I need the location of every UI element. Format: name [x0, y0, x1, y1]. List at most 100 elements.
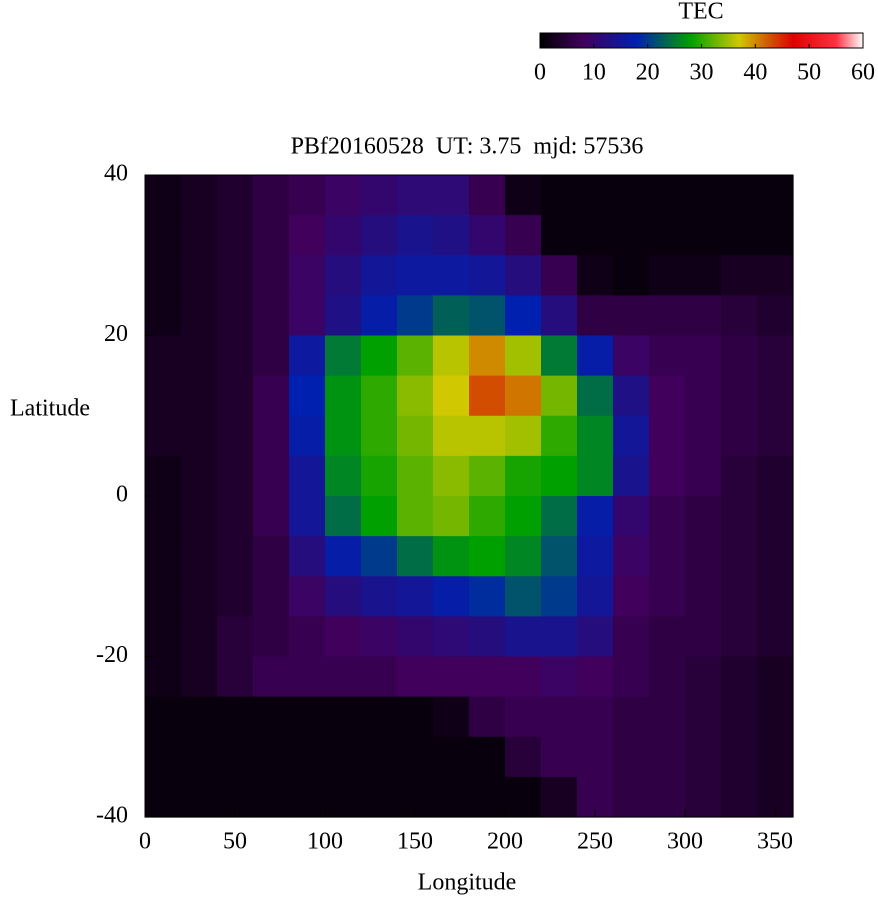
heat-cell — [685, 175, 722, 216]
heat-cell — [289, 656, 326, 698]
heat-cell — [397, 255, 434, 296]
heat-cell — [541, 295, 578, 337]
heat-cell — [397, 656, 434, 698]
heat-cell — [649, 295, 686, 337]
heat-cell — [433, 175, 470, 216]
y-axis-label: Latitude — [10, 396, 90, 422]
heat-cell — [289, 255, 326, 296]
heat-cell — [685, 696, 722, 738]
x-tick-label: 150 — [397, 829, 433, 855]
heat-cell — [217, 616, 254, 658]
heat-cell — [649, 616, 686, 658]
heat-cell — [217, 295, 254, 337]
heat-cell — [541, 696, 578, 738]
heat-cell — [469, 335, 506, 377]
heat-cell — [469, 576, 506, 617]
heat-cell — [721, 455, 758, 497]
heat-cell — [541, 496, 578, 537]
colorbar-tick-label: 0 — [534, 60, 546, 86]
heat-cell — [289, 455, 326, 497]
heat-cell — [253, 335, 290, 377]
heat-cell — [505, 415, 542, 457]
heat-cell — [397, 295, 434, 337]
colorbar-tick-label: 30 — [690, 60, 714, 86]
heat-cell — [433, 215, 470, 256]
heat-cell — [253, 496, 290, 537]
heat-cell — [505, 295, 542, 337]
heat-cell — [541, 656, 578, 698]
heat-cell — [757, 255, 794, 296]
x-axis-label: Longitude — [418, 870, 517, 896]
heat-cell — [685, 215, 722, 256]
heat-cell — [181, 375, 218, 417]
heat-cell — [145, 496, 182, 537]
heat-cell — [253, 576, 290, 617]
heat-cell — [289, 536, 326, 577]
heat-cell — [289, 696, 326, 738]
heat-cell — [685, 536, 722, 577]
colorbar-label: TEC — [678, 0, 723, 25]
heat-cell — [649, 375, 686, 417]
heat-cell — [721, 776, 758, 818]
heat-cell — [217, 536, 254, 577]
heat-cell — [397, 696, 434, 738]
heat-cell — [613, 295, 650, 337]
heat-cell — [577, 536, 614, 577]
heat-cell — [181, 696, 218, 738]
heat-cell — [577, 656, 614, 698]
heat-cell — [649, 455, 686, 497]
y-tick-label: -40 — [96, 803, 128, 829]
heat-cell — [361, 175, 398, 216]
heat-cell — [397, 415, 434, 457]
heat-cell — [433, 776, 470, 818]
heat-cell — [757, 295, 794, 337]
heat-cell — [685, 415, 722, 457]
heat-cell — [541, 255, 578, 296]
heat-cell — [757, 335, 794, 377]
x-tick-label: 0 — [139, 829, 151, 855]
heat-cell — [505, 255, 542, 296]
heat-cell — [253, 455, 290, 497]
heat-cell — [685, 776, 722, 818]
heat-cell — [649, 496, 686, 537]
heat-cell — [217, 415, 254, 457]
x-tick-label: 250 — [577, 829, 613, 855]
heat-cell — [361, 536, 398, 577]
heat-cell — [685, 736, 722, 778]
heat-cell — [145, 696, 182, 738]
heat-cell — [433, 375, 470, 417]
colorbar-tick-label: 60 — [851, 60, 875, 86]
heat-cell — [181, 415, 218, 457]
heat-cell — [541, 375, 578, 417]
heat-cell — [145, 415, 182, 457]
heat-cell — [253, 736, 290, 778]
heat-cell — [721, 375, 758, 417]
heat-cell — [469, 656, 506, 698]
heat-cell — [397, 736, 434, 778]
heat-cell — [181, 776, 218, 818]
heat-cell — [505, 776, 542, 818]
heat-cell — [613, 375, 650, 417]
heat-cell — [469, 696, 506, 738]
heat-cell — [649, 335, 686, 377]
heat-cell — [325, 255, 362, 296]
heat-cell — [289, 215, 326, 256]
heat-cell — [253, 536, 290, 577]
heat-cell — [181, 536, 218, 577]
heat-cell — [289, 415, 326, 457]
heat-cell — [181, 616, 218, 658]
heat-cell — [145, 776, 182, 818]
y-tick-label: 40 — [104, 161, 128, 187]
heat-cell — [577, 415, 614, 457]
heat-cell — [253, 295, 290, 337]
heat-cell — [469, 776, 506, 818]
heat-cell — [613, 776, 650, 818]
heat-cell — [217, 656, 254, 698]
heat-cell — [433, 295, 470, 337]
heat-cell — [757, 576, 794, 617]
heat-cell — [361, 776, 398, 818]
heat-cell — [181, 656, 218, 698]
heat-cell — [181, 576, 218, 617]
heat-cell — [649, 415, 686, 457]
heat-cell — [757, 696, 794, 738]
